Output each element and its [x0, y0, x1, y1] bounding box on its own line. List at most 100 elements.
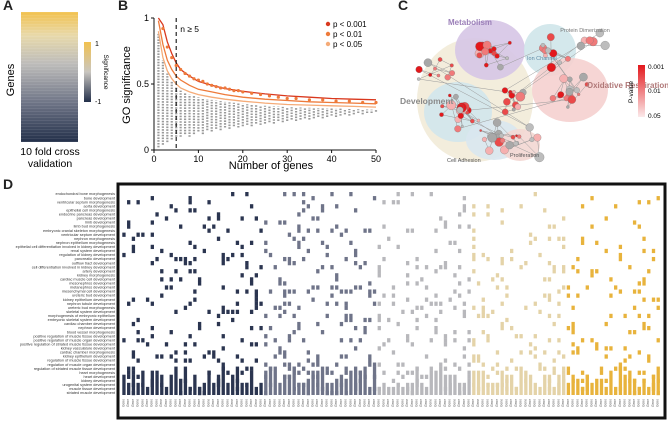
panel-d-cell	[590, 196, 594, 201]
panel-d-cell	[254, 273, 258, 278]
network-node	[449, 63, 454, 68]
panel-d-cell	[524, 370, 528, 395]
panel-d-cell	[160, 354, 164, 359]
panel-d-cell	[306, 248, 311, 254]
panel-b-point	[258, 92, 263, 97]
panel-d-col-label: Gene	[481, 399, 485, 407]
panel-d-row-label: cardiac chamber development	[64, 322, 116, 326]
panel-d-cell	[202, 382, 206, 395]
panel-d-cell	[618, 289, 623, 294]
panel-d-cell	[439, 366, 443, 395]
network-node	[505, 56, 509, 61]
panel-d-cell	[632, 330, 637, 335]
panel-d-cell	[306, 204, 311, 209]
panel-d-cell	[510, 325, 514, 331]
panel-d-cell	[283, 220, 287, 225]
panel-d-cell	[415, 305, 419, 310]
panel-d-col-label: Gene	[457, 399, 461, 407]
panel-d-cell	[235, 309, 240, 314]
panel-d-cell	[131, 350, 136, 355]
panel-d-cell	[505, 285, 509, 290]
panel-d-cell	[628, 354, 632, 359]
panel-d-cell	[391, 386, 396, 395]
panel-d-cell	[604, 346, 608, 351]
panel-d-col-label: Gene	[339, 399, 343, 407]
panel-d-cell	[301, 256, 306, 262]
network-node	[437, 57, 443, 62]
panel-d-cell	[297, 244, 301, 250]
panel-d-cell	[481, 370, 485, 395]
panel-d-cell	[141, 232, 145, 237]
panel-d-cell	[188, 386, 192, 395]
panel-d-cell	[514, 366, 519, 371]
panel-d-cell	[306, 358, 311, 363]
network-node	[476, 118, 481, 123]
panel-d-cell	[405, 261, 410, 266]
panel-d-row-label: metanephros development	[70, 286, 116, 290]
panel-d-cell	[301, 200, 306, 205]
panel-d-cell	[292, 313, 296, 319]
panel-d-cell	[453, 374, 457, 395]
panel-d-cell	[368, 317, 372, 323]
panel-d-cell	[316, 321, 320, 327]
panel-d-cell	[443, 366, 448, 371]
network-node	[492, 118, 502, 127]
panel-d-cell	[179, 378, 183, 395]
network-node	[549, 49, 558, 58]
panel-d-col-label: Gene	[604, 399, 608, 407]
panel-d-cell	[141, 338, 145, 343]
panel-d-cell	[571, 342, 575, 347]
panel-b-ylabel: GO significance	[121, 46, 133, 124]
panel-d-cell	[353, 208, 358, 213]
panel-d-cell	[363, 228, 367, 233]
cluster-label-oxidative: Oxidative Respiration	[587, 81, 668, 90]
panel-d-cell	[297, 325, 301, 331]
panel-d-cell	[457, 248, 462, 254]
panel-d-col-label: Gene	[348, 399, 352, 407]
panel-d-cell	[396, 192, 400, 197]
panel-d-cell	[254, 342, 258, 347]
network-node	[549, 95, 557, 102]
panel-d-cell	[221, 261, 225, 266]
panel-d-cell	[164, 285, 169, 290]
panel-d-cell	[216, 236, 221, 241]
panel-d-cell	[500, 325, 504, 331]
panel-d-cell	[264, 334, 268, 339]
panel-d-cell	[349, 313, 353, 319]
panel-d-cell	[264, 374, 268, 395]
panel-d-cell	[443, 338, 448, 343]
panel-d-cell	[226, 309, 230, 314]
panel-d-row-label: regulation of muscle organ development	[47, 363, 115, 367]
panel-d-cell	[500, 208, 504, 213]
panel-d-cell	[566, 370, 571, 375]
panel-d-cell	[410, 370, 415, 375]
panel-d-cell	[145, 297, 150, 302]
panel-d-cell	[628, 330, 632, 335]
panel-d-cell	[292, 330, 296, 335]
panel-d-cell	[372, 362, 377, 367]
panel-d-col-label: Gene	[542, 399, 546, 407]
panel-d-cell	[330, 382, 334, 388]
panel-d-cell	[647, 269, 651, 274]
panel-d-cell	[538, 386, 542, 395]
panel-d-cell	[637, 224, 641, 229]
panel-d-col-label: Gene	[277, 399, 281, 407]
panel-d-col-label: Gene	[353, 399, 357, 407]
panel-d-cells	[122, 192, 660, 396]
panel-d-cell	[349, 289, 353, 294]
panel-d-cell	[235, 366, 240, 395]
panel-d-cell	[405, 370, 410, 375]
network-node	[557, 60, 562, 65]
network-node	[517, 134, 522, 139]
panel-d-cell	[330, 370, 334, 375]
network-node	[485, 146, 494, 155]
panel-d-cell	[325, 382, 329, 395]
panel-b-xtick-label: 20	[238, 154, 248, 164]
panel-d-cell	[127, 200, 131, 205]
panel-d-cell	[193, 374, 197, 395]
network-node	[567, 95, 577, 104]
panel-b-point	[219, 86, 223, 90]
panel-d-col-label: Gene	[292, 399, 296, 407]
panel-d-cell	[543, 350, 547, 355]
